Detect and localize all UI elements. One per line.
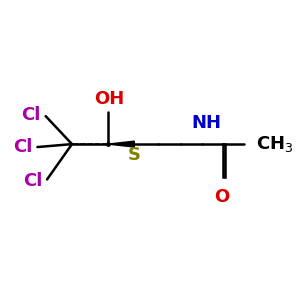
Text: Cl: Cl: [23, 172, 42, 190]
Text: Cl: Cl: [13, 138, 32, 156]
Text: NH: NH: [191, 114, 221, 132]
Text: Cl: Cl: [21, 106, 41, 124]
Text: O: O: [214, 188, 229, 206]
Text: OH: OH: [94, 90, 124, 108]
Text: CH$_3$: CH$_3$: [256, 134, 293, 154]
Text: S: S: [128, 146, 141, 164]
Polygon shape: [108, 141, 134, 147]
